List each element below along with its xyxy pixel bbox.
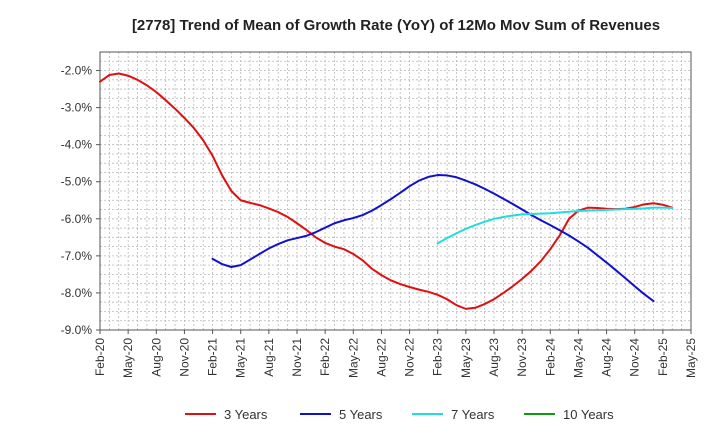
y-tick-label: -3.0% [61, 101, 93, 115]
x-tick-label: Feb-20 [93, 338, 107, 376]
legend-label: 7 Years [451, 407, 495, 422]
x-tick-label: Aug-22 [374, 338, 388, 377]
x-tick-label: Nov-21 [290, 338, 304, 377]
x-tick-label: May-22 [346, 338, 360, 378]
x-tick-label: May-25 [684, 338, 698, 378]
legend-label: 10 Years [563, 407, 614, 422]
x-axis: Feb-20 May-20 Aug-20 Nov-20 Feb-21 May-21 Aug-… [93, 330, 698, 378]
x-tick-label: Nov-23 [515, 338, 529, 377]
y-tick-label: -5.0% [61, 175, 93, 189]
x-tick-label: Feb-25 [656, 338, 670, 376]
y-tick-label: -6.0% [61, 212, 93, 226]
legend-label: 3 Years [224, 407, 268, 422]
x-tick-label: Nov-24 [628, 338, 642, 377]
legend-label: 5 Years [339, 407, 383, 422]
x-tick-label: Aug-24 [600, 338, 614, 377]
x-tick-label: Feb-24 [543, 338, 557, 376]
x-tick-label: Aug-21 [262, 338, 276, 377]
series-line-5-years [211, 174, 655, 303]
x-tick-label: Feb-22 [318, 338, 332, 376]
x-tick-label: May-20 [121, 338, 135, 378]
x-tick-label: Feb-21 [206, 338, 220, 376]
series-line-7-years [436, 206, 674, 245]
chart-title: [2778] Trend of Mean of Growth Rate (YoY… [132, 17, 660, 34]
y-tick-label: -8.0% [61, 286, 93, 300]
y-tick-label: -4.0% [61, 138, 93, 152]
grid-lines [100, 52, 691, 330]
plot-area [99, 51, 692, 331]
y-tick-label: -2.0% [61, 64, 93, 78]
x-tick-label: May-21 [234, 338, 248, 378]
x-tick-label: Aug-23 [487, 338, 501, 377]
series-lines [99, 72, 674, 310]
y-axis: -2.0% -3.0% -4.0% -5.0% -6.0% -7.0% -8.0% -9.0% [61, 64, 100, 337]
x-tick-label: May-24 [571, 338, 585, 378]
x-tick-label: May-23 [459, 338, 473, 378]
y-tick-label: -9.0% [61, 323, 93, 337]
y-tick-label: -7.0% [61, 249, 93, 263]
x-tick-label: Nov-20 [177, 338, 191, 377]
x-tick-label: Aug-20 [149, 338, 163, 377]
legend: 3 Years 5 Years 7 Years 10 Years [185, 407, 614, 422]
x-tick-label: Feb-23 [431, 338, 445, 376]
x-tick-label: Nov-22 [403, 338, 417, 377]
